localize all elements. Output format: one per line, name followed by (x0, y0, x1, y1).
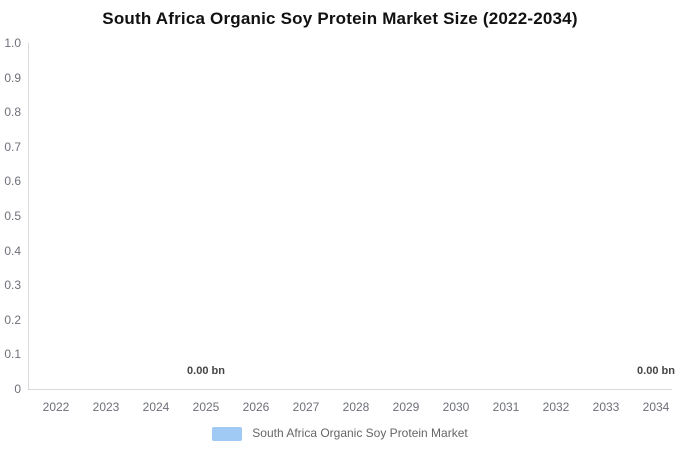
x-tick-label: 2027 (292, 400, 320, 414)
legend-label: South Africa Organic Soy Protein Market (252, 426, 468, 440)
y-tick-label: 0 (14, 382, 21, 396)
x-tick-label: 2023 (92, 400, 120, 414)
x-tick-label: 2030 (442, 400, 470, 414)
x-tick-label: 2032 (542, 400, 570, 414)
y-tick-label: 1.0 (4, 36, 21, 50)
y-tick-label: 0.4 (4, 243, 21, 258)
x-tick-label: 2025 (192, 400, 220, 414)
x-tick-label: 2024 (142, 400, 170, 414)
y-axis-line (28, 43, 29, 389)
y-tick-label: 0.3 (4, 278, 21, 293)
y-tick-label: 0.7 (4, 139, 21, 154)
y-tick-label: 0.1 (4, 347, 21, 362)
y-tick-label: 0.9 (4, 70, 21, 85)
x-tick-label: 2022 (42, 400, 70, 414)
chart-title: South Africa Organic Soy Protein Market … (102, 9, 578, 28)
x-tick-label: 2034 (642, 400, 670, 414)
y-tick-label: 0.5 (4, 209, 21, 223)
legend-item[interactable]: South Africa Organic Soy Protein Market (0, 426, 680, 441)
legend-swatch[interactable] (212, 426, 243, 441)
y-tick-label: 0.2 (4, 312, 21, 327)
data-label: 0.00 bn (187, 365, 225, 377)
x-axis-line (28, 389, 672, 390)
data-label: 0.00 bn (637, 365, 675, 377)
y-tick-label: 0.6 (4, 174, 21, 189)
x-tick-label: 2026 (242, 400, 270, 414)
x-tick-label: 2033 (592, 400, 620, 414)
x-tick-label: 2028 (342, 400, 370, 414)
y-tick-label: 0.8 (4, 105, 21, 120)
x-tick-label: 2029 (392, 400, 420, 414)
x-tick-label: 2031 (492, 400, 520, 414)
